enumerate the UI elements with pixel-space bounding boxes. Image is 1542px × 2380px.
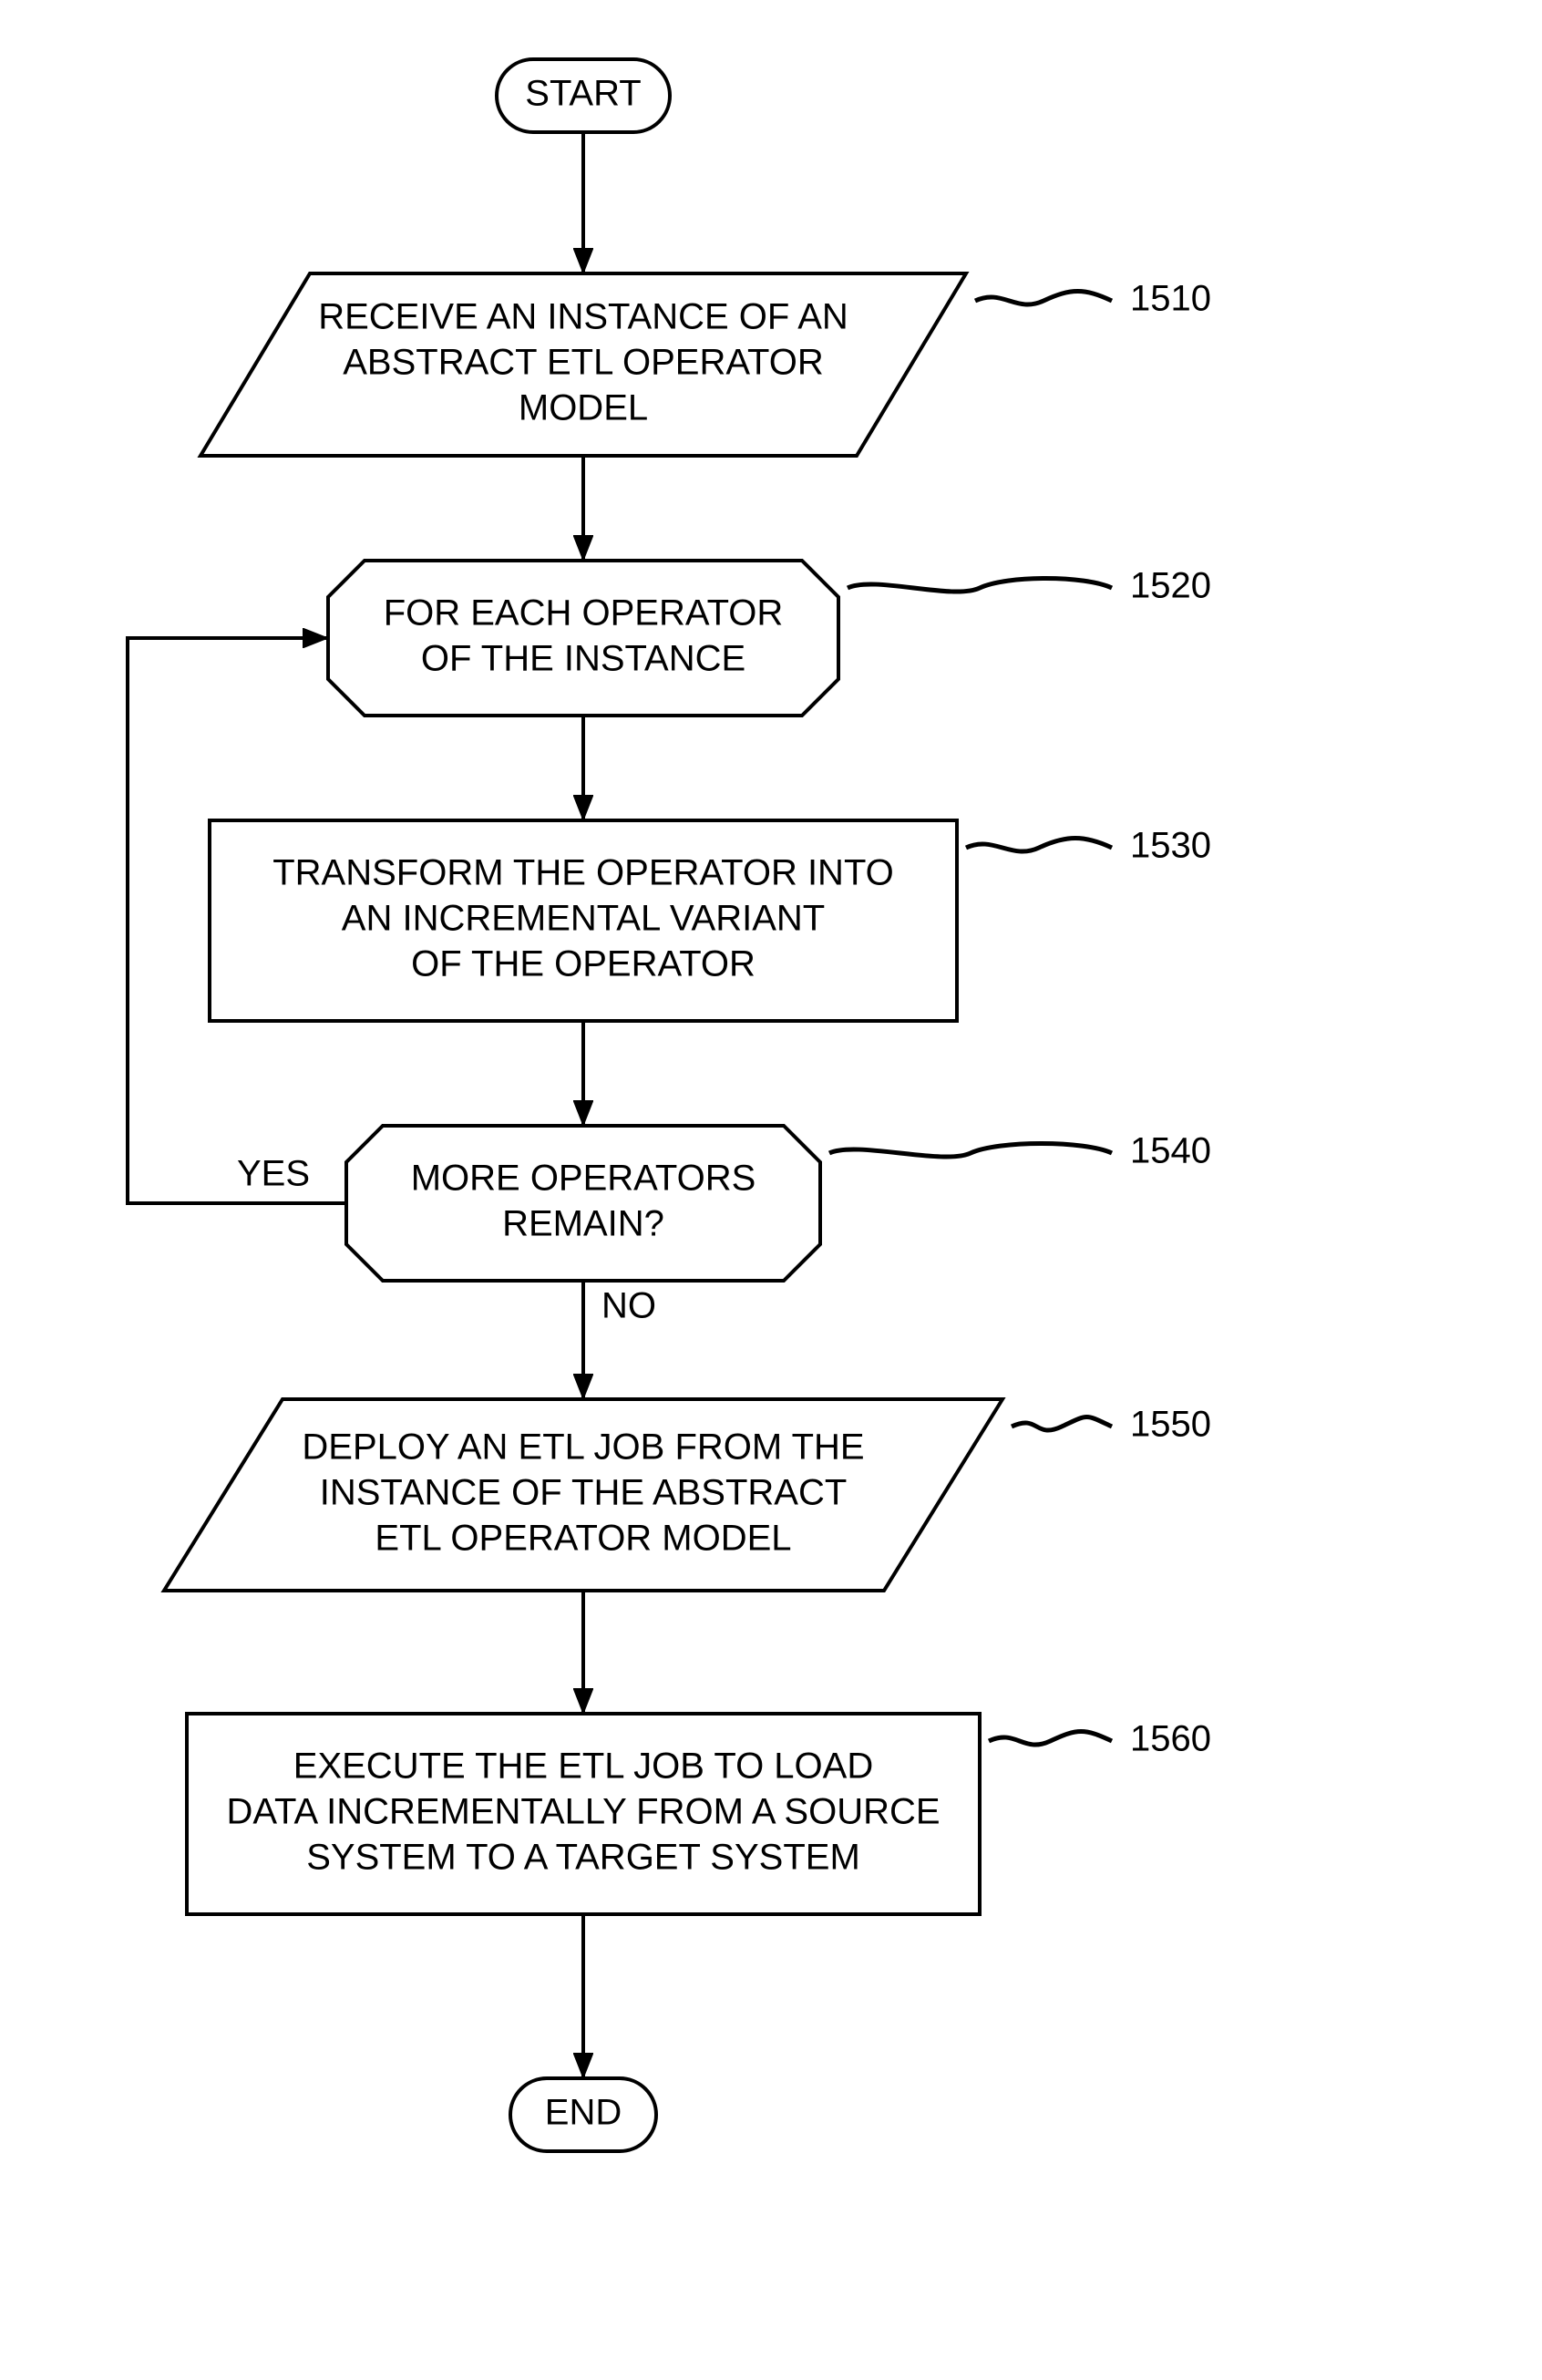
edge-label-5: YES — [237, 1154, 310, 1194]
node-text-n1530-line1: AN INCREMENTAL VARIANT — [342, 899, 825, 939]
callout-label-n1550: 1550 — [1130, 1405, 1211, 1445]
node-text-n1540-line1: REMAIN? — [502, 1204, 664, 1244]
callout-label-n1510: 1510 — [1130, 279, 1211, 319]
node-n1530: TRANSFORM THE OPERATOR INTO AN INCREMENTA… — [210, 820, 1211, 1021]
node-n1550: DEPLOY AN ETL JOB FROM THE INSTANCE OF TH… — [164, 1399, 1211, 1591]
callout-connector-n1520 — [848, 579, 1112, 592]
callout-label-n1530: 1530 — [1130, 826, 1211, 866]
node-text-n1550-line0: DEPLOY AN ETL JOB FROM THE — [302, 1427, 864, 1468]
callout-connector-n1560 — [989, 1732, 1112, 1746]
callout-label-n1520: 1520 — [1130, 566, 1211, 606]
callout-label-n1560: 1560 — [1130, 1719, 1211, 1759]
node-text-n1520-line1: OF THE INSTANCE — [421, 639, 745, 679]
callout-label-n1540: 1540 — [1130, 1131, 1211, 1171]
node-text-start-line0: START — [525, 74, 641, 114]
node-text-n1510-line1: ABSTRACT ETL OPERATOR — [343, 343, 824, 383]
node-text-n1520-line0: FOR EACH OPERATOR — [384, 593, 784, 634]
node-text-n1560-line0: EXECUTE THE ETL JOB TO LOAD — [293, 1746, 873, 1787]
node-n1510: RECEIVE AN INSTANCE OF AN ABSTRACT ETL OP… — [200, 273, 1211, 456]
node-text-n1530-line2: OF THE OPERATOR — [411, 944, 756, 984]
callout-connector-n1550 — [1012, 1417, 1112, 1431]
node-start: START — [497, 59, 670, 132]
node-n1540: MORE OPERATORS REMAIN? 1540 — [346, 1126, 1211, 1281]
node-text-n1510-line2: MODEL — [519, 388, 648, 428]
node-text-n1510-line0: RECEIVE AN INSTANCE OF AN — [318, 297, 848, 337]
callout-connector-n1530 — [966, 839, 1112, 852]
node-text-n1560-line1: DATA INCREMENTALLY FROM A SOURCE — [226, 1792, 940, 1832]
node-text-n1530-line0: TRANSFORM THE OPERATOR INTO — [272, 853, 894, 893]
edge-n1540-n1550: NO — [583, 1281, 656, 1399]
node-text-n1540-line0: MORE OPERATORS — [411, 1159, 756, 1199]
edge-label-4: NO — [601, 1286, 656, 1326]
callout-connector-n1510 — [975, 292, 1112, 305]
node-n1560: EXECUTE THE ETL JOB TO LOAD DATA INCREMEN… — [187, 1714, 1211, 1914]
node-end: END — [510, 2078, 656, 2151]
node-text-end-line0: END — [545, 2093, 622, 2133]
node-n1520: FOR EACH OPERATOR OF THE INSTANCE 1520 — [328, 561, 1211, 716]
node-text-n1560-line2: SYSTEM TO A TARGET SYSTEM — [306, 1838, 860, 1878]
callout-connector-n1540 — [829, 1144, 1112, 1158]
node-text-n1550-line2: ETL OPERATOR MODEL — [375, 1519, 791, 1559]
node-text-n1550-line1: INSTANCE OF THE ABSTRACT — [320, 1473, 848, 1513]
